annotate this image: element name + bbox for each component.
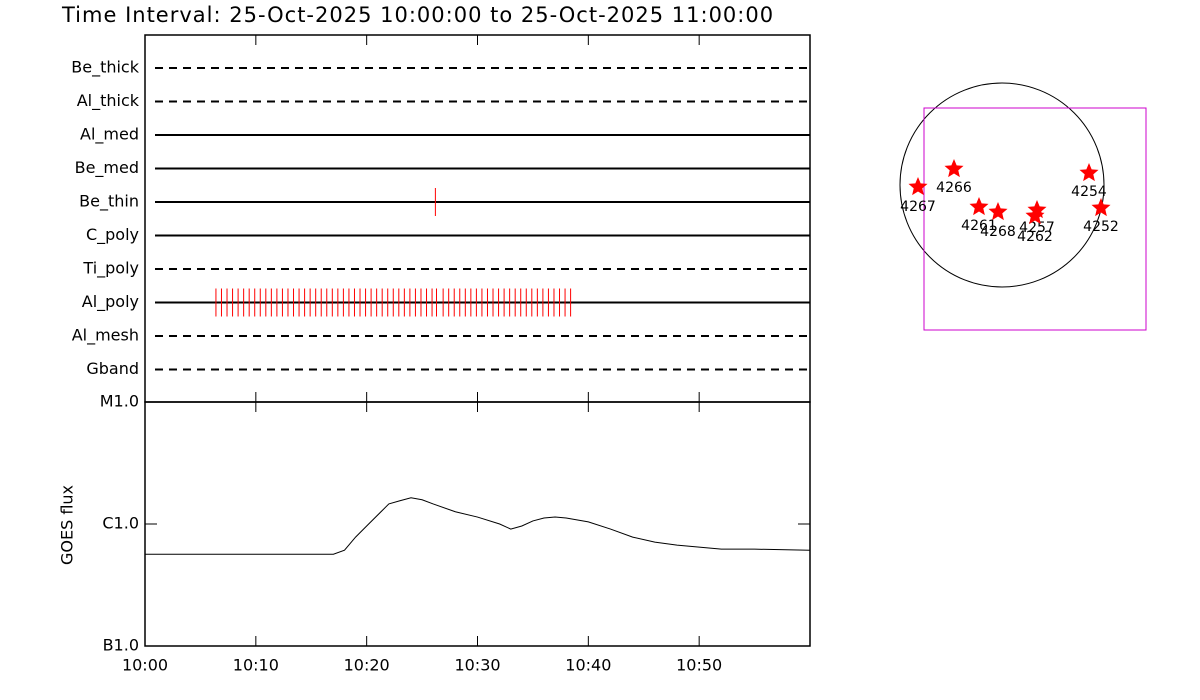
x-tick-label: 10:00: [122, 656, 168, 675]
goes-curve: [145, 497, 811, 555]
row-label: C_poly: [86, 225, 139, 245]
region-star: [908, 177, 928, 196]
region-star: [1091, 198, 1111, 217]
x-tick-label: 10:30: [454, 656, 500, 675]
region-label: 4257: [1019, 220, 1055, 236]
solar-disk: [899, 82, 1105, 288]
x-tick-label: 10:40: [565, 656, 611, 675]
row-label: Be_med: [75, 158, 139, 178]
chart-title: Time Interval: 25-Oct-2025 10:00:00 to 2…: [61, 3, 774, 27]
region-label: 4266: [936, 180, 972, 196]
y-tick-label: B1.0: [103, 636, 139, 655]
region-label: 4267: [900, 199, 936, 215]
y-tick-label: C1.0: [102, 514, 139, 533]
row-label: Be_thick: [71, 58, 139, 78]
row-label: Ti_poly: [82, 259, 139, 279]
row-label: Al_mesh: [72, 326, 139, 346]
row-label: Al_thick: [77, 91, 140, 111]
region-star: [1025, 206, 1045, 225]
y-tick-label: M1.0: [100, 392, 139, 411]
x-tick-label: 10:50: [676, 656, 722, 675]
timeline-frame: [144, 34, 811, 403]
goes-frame: [144, 401, 811, 647]
y-axis-label: GOES flux: [58, 485, 77, 565]
region-label: 4252: [1083, 219, 1119, 235]
region-label: 4262: [1017, 229, 1053, 245]
row-label: Be_thin: [79, 192, 139, 212]
region-label: 4261: [961, 218, 997, 234]
field-of-view: [923, 107, 1147, 331]
region-star: [969, 197, 989, 216]
region-label: 4254: [1071, 184, 1107, 200]
region-star: [988, 202, 1008, 221]
row-label: Al_med: [80, 125, 139, 145]
row-label: Al_poly: [82, 292, 139, 312]
x-tick-label: 10:20: [344, 656, 390, 675]
row-label: Gband: [86, 359, 139, 378]
region-star: [1079, 163, 1099, 182]
region-label: 4268: [980, 224, 1016, 240]
region-star: [944, 159, 964, 178]
x-tick-label: 10:10: [233, 656, 279, 675]
